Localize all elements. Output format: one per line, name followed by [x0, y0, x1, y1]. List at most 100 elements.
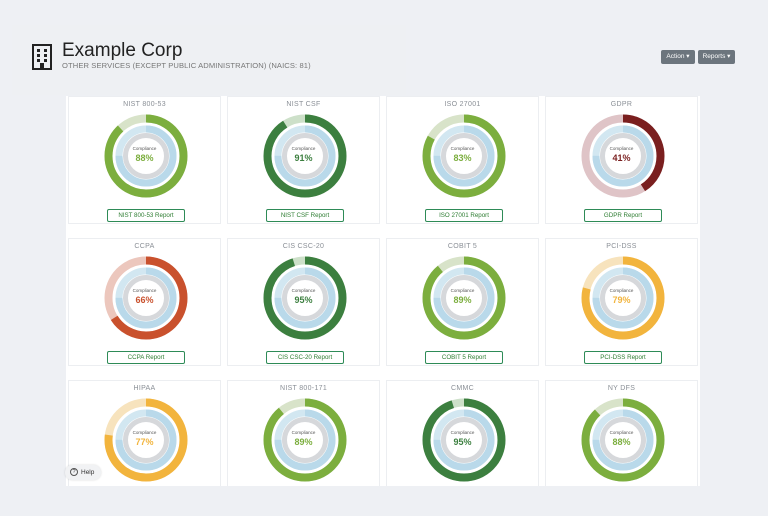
grey-band [123, 133, 169, 179]
framework-title: GDPR [610, 101, 633, 108]
compliance-label: Compliance [291, 288, 316, 293]
framework-card: NIST 800-53 Compliance 88% NIST 800-53 Repo… [68, 96, 221, 224]
compliance-percent: 41% [612, 153, 631, 163]
grey-band [282, 417, 328, 463]
compliance-percent: 83% [453, 153, 472, 163]
framework-card: NIST 800-171 Compliance 89% [227, 380, 380, 486]
reports-dropdown-button[interactable]: Reports ▾ [698, 50, 735, 64]
inner-arc [592, 125, 654, 187]
grey-band [282, 133, 328, 179]
framework-report-button[interactable]: NIST CSF Report [266, 209, 344, 222]
inner-arc [274, 267, 336, 329]
framework-card: COBIT 5 Compliance 89% COBIT 5 Report [386, 238, 539, 366]
grey-band [441, 275, 487, 321]
action-dropdown-button[interactable]: Action ▾ [661, 50, 695, 64]
framework-title: NY DFS [607, 385, 636, 392]
inner-arc [115, 125, 177, 187]
compliance-grid: NIST 800-53 Compliance 88% NIST 800-53 Repo… [66, 96, 700, 486]
building-icon [32, 44, 52, 70]
compliance-label: Compliance [291, 146, 316, 151]
donut-center [605, 138, 641, 174]
compliance-donut-chart [263, 114, 347, 198]
compliance-donut-chart [581, 114, 665, 198]
company-header [12, 25, 406, 95]
inner-arc [592, 267, 654, 329]
compliance-label: Compliance [609, 288, 634, 293]
framework-report-button[interactable]: CIS CSC-20 Report [266, 351, 344, 364]
compliance-arc [422, 398, 506, 482]
framework-title: COBIT 5 [447, 243, 478, 250]
framework-title: CCPA [134, 243, 155, 250]
grey-band [123, 417, 169, 463]
donut-center [446, 422, 482, 458]
help-label: Help [81, 469, 95, 476]
framework-title: ISO 27001 [444, 101, 481, 108]
compliance-percent: 88% [612, 437, 631, 447]
framework-report-button[interactable]: CCPA Report [107, 351, 185, 364]
compliance-arc [263, 256, 347, 340]
grey-band [441, 133, 487, 179]
framework-title: CMMC [451, 385, 474, 392]
inner-arc [274, 125, 336, 187]
framework-title: PCI-DSS [606, 243, 637, 250]
framework-report-button[interactable]: PCI-DSS Report [584, 351, 662, 364]
inner-arc [274, 409, 336, 471]
donut-center [128, 280, 164, 316]
compliance-donut-chart [104, 256, 188, 340]
compliance-donut-chart [422, 256, 506, 340]
inner-arc [433, 125, 495, 187]
compliance-donut-chart [263, 256, 347, 340]
compliance-label: Compliance [609, 146, 634, 151]
donut-center [128, 138, 164, 174]
compliance-percent: 79% [612, 295, 631, 305]
framework-title: HIPAA [133, 385, 156, 392]
compliance-percent: 66% [135, 295, 154, 305]
framework-title: CIS CSC-20 [282, 243, 325, 250]
grey-band [600, 417, 646, 463]
compliance-donut-chart [422, 398, 506, 482]
donut-center [287, 422, 323, 458]
help-button[interactable]: ? Help [65, 465, 101, 480]
donut-center [287, 280, 323, 316]
compliance-label: Compliance [450, 288, 475, 293]
donut-center [446, 138, 482, 174]
compliance-arc [263, 398, 347, 482]
company-name: Example Corp [62, 40, 183, 61]
framework-report-button[interactable]: GDPR Report [584, 209, 662, 222]
compliance-percent: 88% [135, 153, 154, 163]
compliance-label: Compliance [450, 146, 475, 151]
framework-report-button[interactable]: COBIT 5 Report [425, 351, 503, 364]
compliance-arc [104, 398, 188, 482]
compliance-arc [581, 398, 665, 482]
framework-title: NIST 800-171 [279, 385, 328, 392]
compliance-donut-chart [104, 114, 188, 198]
compliance-label: Compliance [450, 430, 475, 435]
inner-arc [433, 409, 495, 471]
donut-center [446, 280, 482, 316]
grey-band [123, 275, 169, 321]
compliance-percent: 95% [453, 437, 472, 447]
compliance-percent: 89% [294, 437, 313, 447]
compliance-arc [422, 114, 506, 198]
framework-report-button[interactable]: ISO 27001 Report [425, 209, 503, 222]
compliance-label: Compliance [132, 430, 157, 435]
framework-card: NIST CSF Compliance 91% NIST CSF Report [227, 96, 380, 224]
grey-band [441, 417, 487, 463]
compliance-arc [581, 256, 665, 340]
framework-card: ISO 27001 Compliance 83% ISO 27001 Report [386, 96, 539, 224]
grey-band [600, 133, 646, 179]
framework-report-button[interactable]: NIST 800-53 Report [107, 209, 185, 222]
framework-card: GDPR Compliance 41% GDPR Report [545, 96, 698, 224]
donut-center [128, 422, 164, 458]
compliance-arc [104, 114, 188, 198]
compliance-donut-chart [581, 398, 665, 482]
grey-band [600, 275, 646, 321]
compliance-percent: 89% [453, 295, 472, 305]
compliance-percent: 95% [294, 295, 313, 305]
question-icon: ? [70, 468, 78, 477]
inner-arc [592, 409, 654, 471]
compliance-label: Compliance [291, 430, 316, 435]
donut-center [605, 280, 641, 316]
framework-card: CIS CSC-20 Compliance 95% CIS CSC-20 Report [227, 238, 380, 366]
compliance-percent: 91% [294, 153, 313, 163]
